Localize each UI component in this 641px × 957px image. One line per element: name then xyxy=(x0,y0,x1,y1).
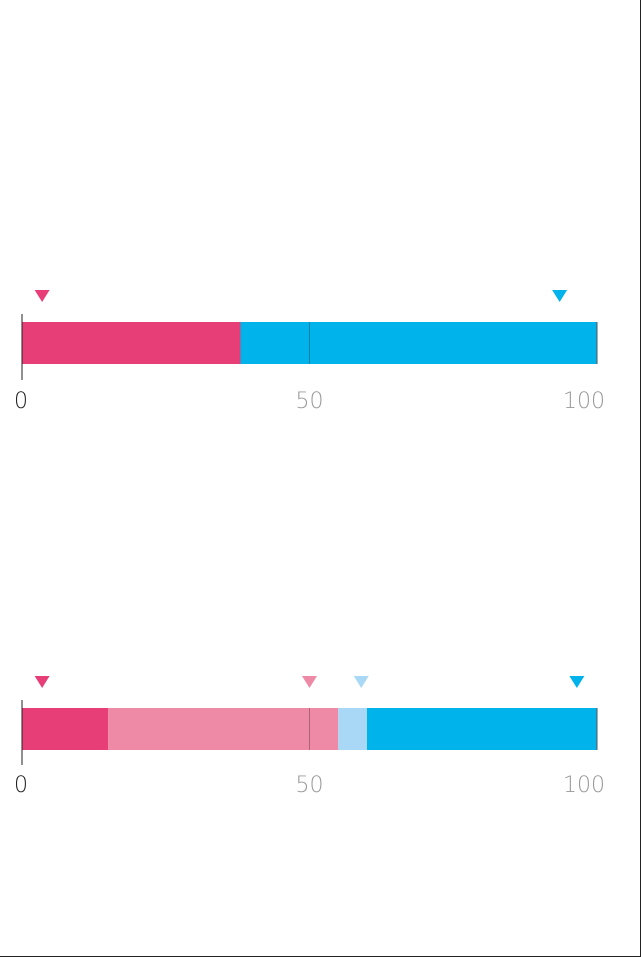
chart-1-marker-2 xyxy=(552,290,568,302)
chart-2-bar-segment-3 xyxy=(338,708,367,750)
chart-1-bar-segment-2 xyxy=(240,322,597,364)
chart-2-marker-4 xyxy=(569,676,585,688)
chart-1-bar-segment-1 xyxy=(22,322,241,364)
chart-2-tick-label-2: 50 xyxy=(296,773,324,798)
chart-1-tick-label-1: 0 xyxy=(14,389,28,414)
chart-2-tick-label-3: 100 xyxy=(563,773,605,798)
chart-1-tick-label-2: 50 xyxy=(296,389,324,414)
chart-2-tick-label-1: 0 xyxy=(14,773,28,798)
chart-2-bar-segment-4 xyxy=(367,708,597,750)
chart-2-bar-segment-2 xyxy=(108,708,339,750)
chart-2-bar-segment-1 xyxy=(22,708,109,750)
chart-2-marker-3 xyxy=(353,676,369,688)
chart-2-marker-2 xyxy=(302,676,317,688)
chart-2-marker-1 xyxy=(34,676,50,688)
chart-1-marker-1 xyxy=(34,290,50,302)
chart-1-tick-label-3: 100 xyxy=(563,389,605,414)
